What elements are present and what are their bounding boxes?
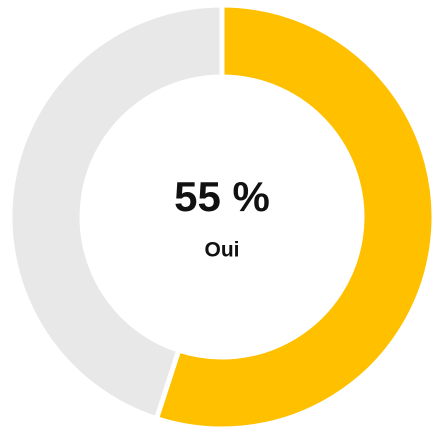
- donut: [7, 2, 435, 432]
- center-value: 55 %: [174, 173, 270, 220]
- slice: [153, 2, 435, 432]
- center-label: Oui: [205, 239, 240, 262]
- slice: [7, 2, 225, 422]
